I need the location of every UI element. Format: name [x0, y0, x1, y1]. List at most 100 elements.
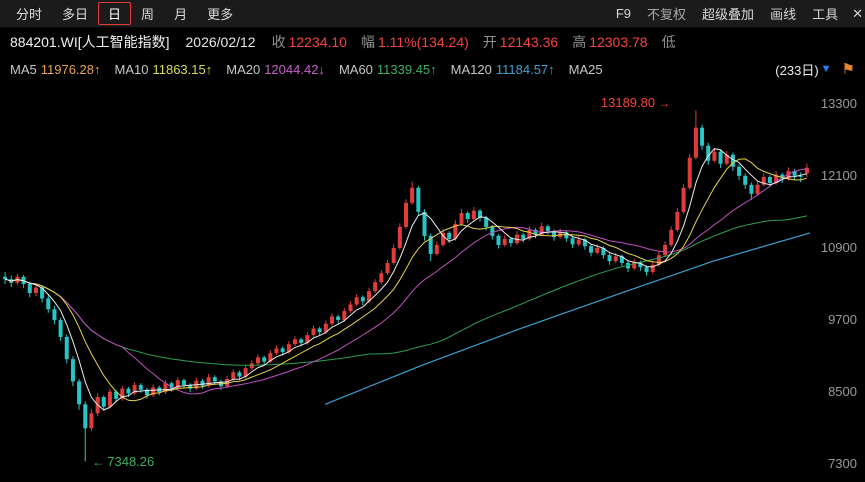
- candle: [120, 386, 124, 401]
- candle: [651, 261, 655, 274]
- candle: [700, 125, 704, 150]
- quote-field-value: 1.11%(134.24): [378, 34, 469, 50]
- ma120-line: [325, 233, 810, 404]
- period-tabs: 分时多日日周月更多: [6, 2, 243, 25]
- quote-field-幅: 幅1.11%(134.24): [361, 32, 469, 52]
- candle: [410, 182, 414, 205]
- candle: [274, 345, 278, 355]
- candle: [626, 261, 630, 272]
- candle: [564, 230, 568, 241]
- toolbar-item-工具[interactable]: 工具: [812, 4, 838, 23]
- arrow-left-icon: ←: [92, 455, 104, 469]
- annotation-low-value: 7348.26: [107, 454, 154, 469]
- ma-legend-MA20: MA2012044.42↓: [226, 62, 325, 77]
- period-tab-分时[interactable]: 分时: [6, 2, 52, 25]
- candle: [749, 182, 753, 199]
- ma-label: MA120: [451, 62, 492, 77]
- ma-value: 11339.45↑: [377, 62, 437, 77]
- candle: [669, 226, 673, 246]
- quote-field-value: 12143.36: [500, 34, 558, 50]
- period-menubar: 分时多日日周月更多 F9 不复权超级叠加画线工具 ✕: [0, 0, 865, 28]
- candle: [682, 184, 686, 213]
- period-tab-日[interactable]: 日: [98, 2, 131, 25]
- quote-field-开: 开12143.36: [483, 32, 558, 52]
- candle: [182, 378, 186, 388]
- quote-field-value: 12303.78: [589, 34, 647, 50]
- toolbar-item-超级叠加[interactable]: 超级叠加: [702, 4, 754, 23]
- toolbar-item-画线[interactable]: 画线: [770, 4, 796, 23]
- price-tick: 10900: [821, 240, 857, 256]
- toolbar-item-不复权[interactable]: 不复权: [647, 4, 686, 23]
- candle: [540, 223, 544, 237]
- chart-canvas[interactable]: [0, 82, 865, 482]
- candle: [336, 315, 340, 324]
- candle: [521, 233, 525, 243]
- annotation-low: ←7348.26: [92, 454, 154, 469]
- ma-value: 12044.42↓: [264, 62, 325, 77]
- candle: [799, 172, 803, 182]
- period-tab-月[interactable]: 月: [164, 2, 197, 25]
- candle: [719, 149, 723, 168]
- chevron-down-icon: ▼: [821, 63, 832, 75]
- candle: [355, 294, 359, 306]
- candle: [694, 110, 698, 159]
- candle: [373, 279, 377, 293]
- candle: [571, 237, 575, 248]
- candle: [3, 272, 7, 284]
- ma-legend-MA60: MA60 11339.45↑: [339, 62, 437, 77]
- quote-field-label: 收: [272, 32, 286, 52]
- quote-bar: 884201.WI[人工智能指数] 2026/02/12 收12234.10 幅1…: [0, 28, 865, 56]
- period-tab-多日[interactable]: 多日: [52, 2, 98, 25]
- candle: [385, 260, 389, 275]
- candle: [762, 173, 766, 186]
- quote-date: 2026/02/12: [186, 34, 256, 50]
- candle: [497, 234, 501, 248]
- annotation-high: 13189.80→: [601, 95, 670, 110]
- close-icon[interactable]: ✕: [852, 6, 863, 22]
- ma-legend-MA25: MA25: [569, 62, 607, 77]
- quote-field-收: 收12234.10: [272, 32, 347, 52]
- quote-field-label: 低: [662, 32, 676, 52]
- candle: [466, 211, 470, 222]
- ma-legend-bar: MA511976.28↑ MA1011863.15↑ MA2012044.42↓ MA…: [0, 56, 865, 82]
- candle: [361, 295, 365, 305]
- ma-label: MA60: [339, 62, 373, 77]
- candle: [756, 181, 760, 195]
- candlestick-chart[interactable]: 13300 12100 10900 9700 8500 7300 13189.80→ ←7…: [0, 82, 865, 482]
- period-tab-周[interactable]: 周: [131, 2, 164, 25]
- candle: [71, 356, 75, 386]
- ma-value: 11863.15↑: [152, 62, 212, 77]
- symbol-label[interactable]: 884201.WI[人工智能指数]: [10, 32, 170, 52]
- candle: [330, 313, 334, 325]
- candles-group: [3, 110, 809, 461]
- candle: [398, 223, 402, 249]
- candle: [663, 241, 667, 257]
- candle: [379, 270, 383, 284]
- trading-app-window: 分时多日日周月更多 F9 不复权超级叠加画线工具 ✕ 884201.WI[人工智能指…: [0, 0, 865, 482]
- candle: [472, 207, 476, 221]
- period-tab-更多[interactable]: 更多: [197, 2, 243, 25]
- ma-legend-MA5: MA511976.28↑: [10, 62, 101, 77]
- flag-icon[interactable]: ⚑: [842, 62, 855, 77]
- ma-label: MA25: [569, 62, 603, 77]
- candle: [503, 235, 507, 246]
- candle: [348, 301, 352, 312]
- candle: [59, 318, 63, 341]
- ma-items: MA511976.28↑ MA1011863.15↑ MA2012044.42↓ MA…: [10, 62, 621, 77]
- price-tick: 7300: [828, 456, 857, 472]
- candle: [805, 164, 809, 177]
- price-tick: 8500: [828, 384, 857, 400]
- price-tick: 9700: [828, 312, 857, 328]
- quote-field-label: 高: [572, 32, 586, 52]
- period-dropdown[interactable]: (233日) ▼: [775, 60, 831, 79]
- ma-legend-MA120: MA12011184.57↑: [451, 62, 555, 77]
- price-tick: 13300: [821, 96, 857, 112]
- candle: [293, 336, 297, 346]
- quote-field-value: 12234.10: [289, 34, 347, 50]
- ma-label: MA10: [115, 62, 149, 77]
- toolbar-item-F9[interactable]: F9: [616, 6, 631, 21]
- ma60-line: [5, 216, 807, 365]
- candle: [435, 241, 439, 255]
- candle: [743, 173, 747, 189]
- price-tick: 12100: [821, 168, 857, 184]
